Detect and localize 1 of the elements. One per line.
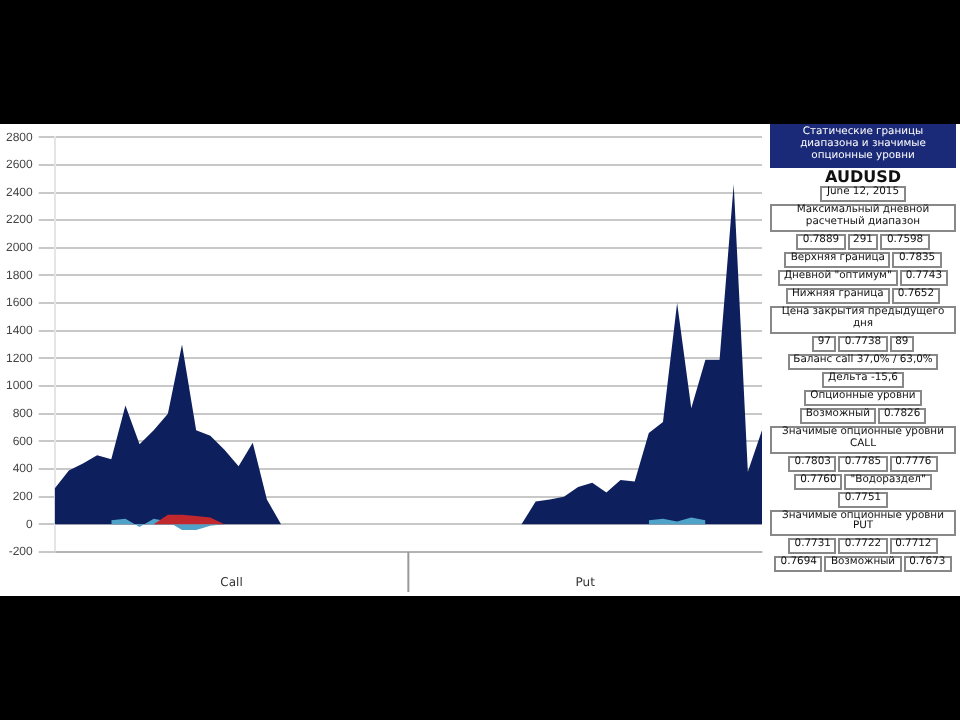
text: AUDUSD — [823, 167, 903, 186]
